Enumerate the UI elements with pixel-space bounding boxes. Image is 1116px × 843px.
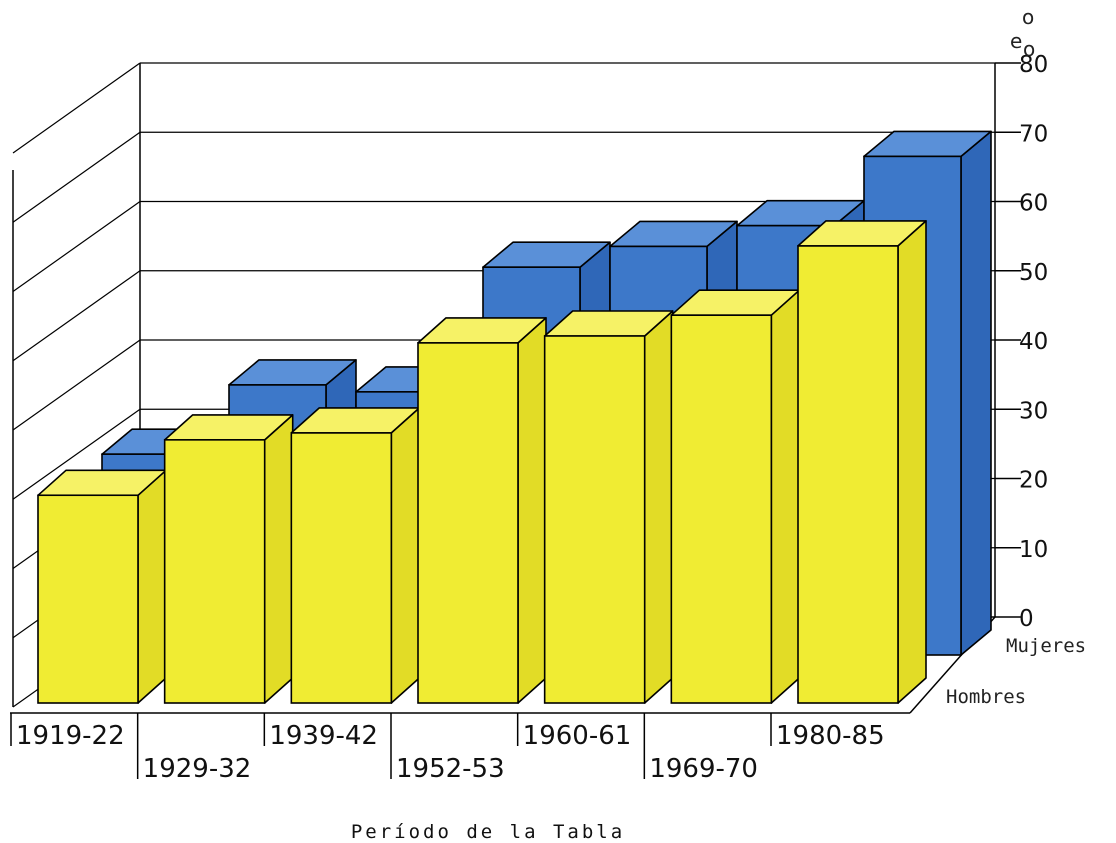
series-hombres-bars bbox=[37, 220, 927, 704]
side-wall-gridline bbox=[12, 201, 141, 292]
side-wall-gridline bbox=[12, 62, 141, 154]
y-axis-title: o e o bbox=[1010, 5, 1035, 61]
x-tick-label: 1952-53 bbox=[396, 754, 505, 784]
y-tick-label: 50 bbox=[1019, 260, 1048, 286]
bar-side-face bbox=[137, 469, 167, 704]
y-tick-label: 40 bbox=[1019, 329, 1048, 355]
y-tick-label: 70 bbox=[1019, 121, 1048, 147]
bar-side-face bbox=[643, 310, 674, 704]
x-tick-label: 1960-61 bbox=[523, 721, 632, 751]
bar-hombres bbox=[543, 310, 674, 704]
x-tick-label: 1969-70 bbox=[649, 754, 758, 784]
y-tick-label: 20 bbox=[1019, 468, 1048, 494]
bar-side-face bbox=[263, 414, 294, 704]
bar-front-face bbox=[290, 432, 393, 704]
bar-side-face bbox=[960, 130, 992, 656]
bar-side-face bbox=[390, 407, 421, 704]
side-wall-gridline bbox=[12, 408, 141, 500]
y-axis-title-main: e bbox=[1010, 29, 1022, 53]
bar-hombres bbox=[417, 317, 547, 704]
bar-side-face bbox=[517, 317, 547, 704]
x-tick-label: 1980-85 bbox=[776, 721, 885, 751]
bar-front-face bbox=[417, 342, 519, 704]
bar-hombres bbox=[163, 414, 294, 704]
x-tick-label: 1929-32 bbox=[143, 754, 252, 784]
x-tick-label: 1919-22 bbox=[16, 721, 125, 751]
series-label-mujeres: Mujeres bbox=[1006, 635, 1086, 657]
y-tick-label: 0 bbox=[1019, 606, 1034, 632]
bar-front-face bbox=[670, 314, 773, 704]
y-axis: 0 10 20 30 40 50 60 70 80 bbox=[995, 52, 1048, 632]
bar-hombres bbox=[797, 220, 927, 704]
y-tick-label: 60 bbox=[1019, 191, 1048, 217]
bar-hombres bbox=[37, 469, 167, 704]
x-axis-title: Período de la Tabla bbox=[351, 821, 625, 843]
bar-hombres bbox=[290, 407, 421, 704]
side-wall-gridline bbox=[12, 270, 141, 362]
y-axis-title-sub: o bbox=[1023, 37, 1035, 61]
bar-hombres bbox=[670, 289, 801, 704]
bar-front-face bbox=[543, 335, 646, 704]
bar-side-face bbox=[897, 220, 927, 704]
y-tick-label: 80 bbox=[1019, 52, 1048, 78]
x-axis-labels: 1919-22 1929-32 1939-42 1952-53 1960-61 1969-… bbox=[10, 713, 885, 784]
side-wall-gridline bbox=[12, 339, 141, 431]
y-tick-label: 10 bbox=[1019, 537, 1048, 563]
bar-side-face bbox=[770, 289, 801, 704]
y-tick-label: 30 bbox=[1019, 398, 1048, 424]
bar-front-face bbox=[797, 245, 899, 704]
side-wall-gridline bbox=[12, 131, 141, 223]
x-tick-label: 1939-42 bbox=[269, 721, 378, 751]
y-axis-title-sup: o bbox=[1022, 5, 1034, 29]
series-label-hombres: Hombres bbox=[946, 686, 1026, 708]
bar-front-face bbox=[37, 494, 139, 704]
bar-front-face bbox=[163, 439, 266, 704]
